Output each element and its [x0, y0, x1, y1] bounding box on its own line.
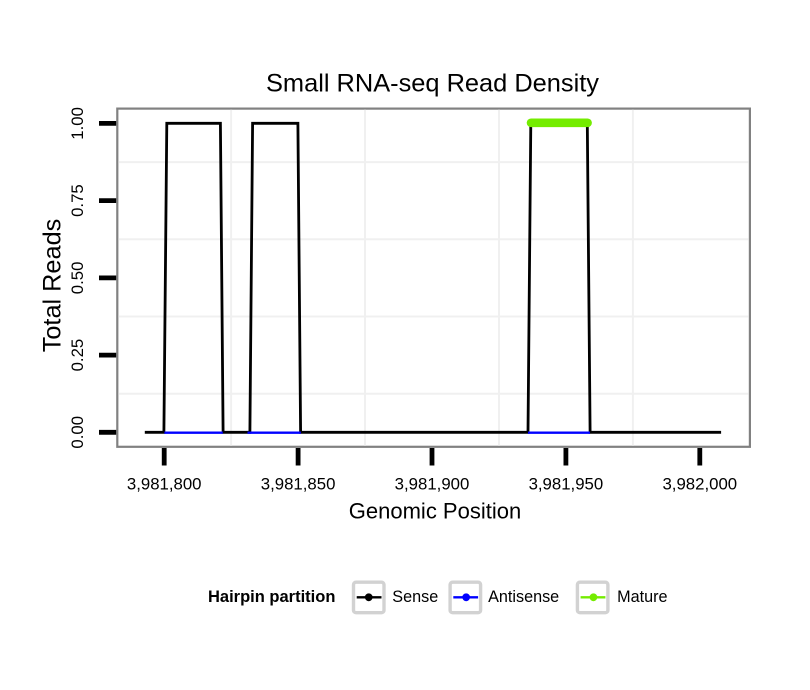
- svg-text:0.50: 0.50: [68, 262, 87, 295]
- svg-text:Sense: Sense: [392, 588, 438, 606]
- svg-text:1.00: 1.00: [68, 107, 87, 140]
- svg-text:Genomic Position: Genomic Position: [349, 499, 521, 524]
- svg-text:0.25: 0.25: [68, 339, 87, 372]
- svg-text:Total Reads: Total Reads: [39, 219, 67, 353]
- svg-text:3,981,950: 3,981,950: [529, 475, 604, 494]
- svg-text:Small RNA-seq Read Density: Small RNA-seq Read Density: [266, 70, 599, 98]
- svg-text:0.75: 0.75: [68, 184, 87, 217]
- svg-text:3,981,800: 3,981,800: [127, 475, 202, 494]
- svg-text:3,982,000: 3,982,000: [662, 475, 737, 494]
- svg-text:0.00: 0.00: [68, 416, 87, 449]
- svg-text:3,981,850: 3,981,850: [261, 475, 336, 494]
- svg-text:Antisense: Antisense: [488, 588, 559, 606]
- svg-text:Mature: Mature: [617, 588, 667, 606]
- svg-text:Hairpin partition: Hairpin partition: [208, 588, 335, 606]
- svg-text:3,981,900: 3,981,900: [395, 475, 470, 494]
